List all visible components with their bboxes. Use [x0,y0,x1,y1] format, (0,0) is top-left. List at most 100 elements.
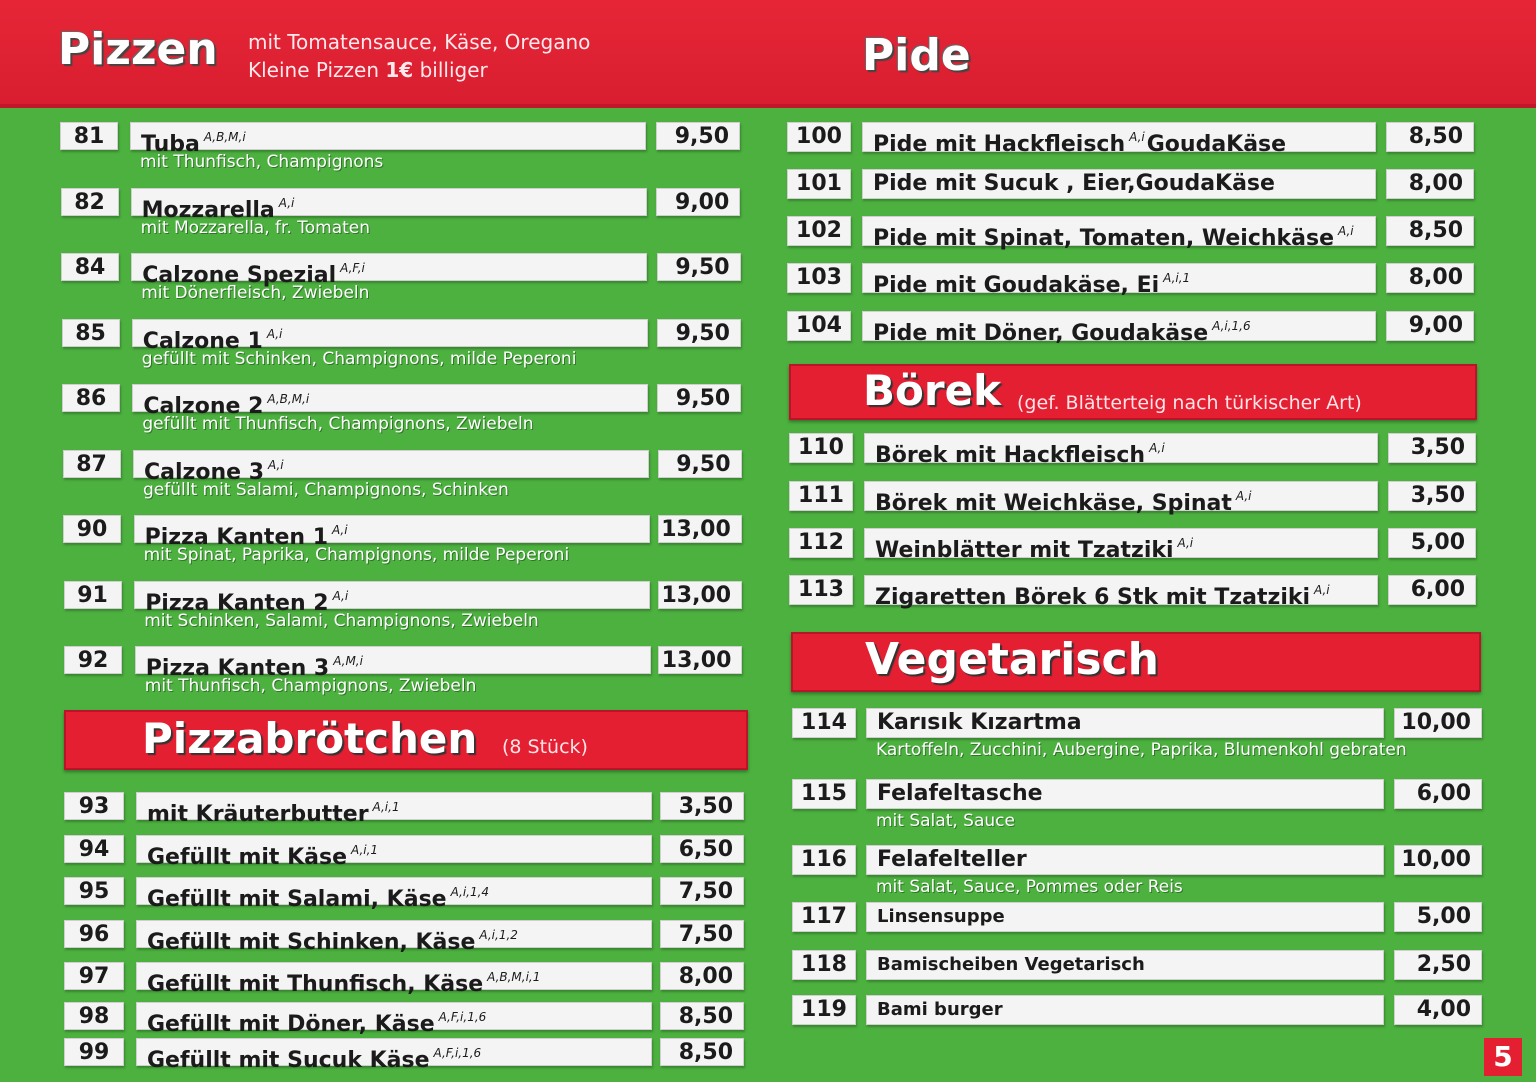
item-name-after: GoudaKäse [1146,132,1287,157]
item-name: Felafelteller [877,847,1027,872]
item-name: mit Kräuterbutter [147,802,369,827]
item-name: Börek mit Hackfleisch [875,443,1146,468]
item-name-box: Weinblätter mit Tzatziki A,i [864,528,1378,563]
item-price: 9,00 [1386,311,1474,341]
item-name-box: Gefüllt mit Döner, Käse A,F,i,1,6 [136,1002,652,1037]
item-name-box: Zigaretten Börek 6 Stk mit Tzatziki A,i [864,575,1378,610]
item-price: 4,00 [1394,995,1482,1025]
item-name-box: Gefüllt mit Thunfisch, Käse A,B,M,i,1 [136,962,652,997]
item-name: Gefüllt mit Käse [147,845,348,870]
item-name-box: Börek mit Hackfleisch A,i [864,433,1378,468]
item-name-box: Bami burger [866,995,1384,1025]
item-name-box: Gefüllt mit Sucuk Käse A,F,i,1,6 [136,1038,652,1073]
item-price: 9,50 [656,122,740,150]
item-name: Calzone 1 [142,329,263,354]
item-name: Pide mit Goudakäse, Ei [873,273,1160,298]
item-price: 9,00 [656,188,741,216]
item-price: 13,00 [658,646,743,674]
item-allergens: A,F,i,1,6 [438,1010,487,1024]
item-name-box: Calzone 3 A,i [133,450,649,485]
pizzabroetchen-title: Pizzabrötchen [142,714,478,763]
item-name-box: mit Kräuterbutter A,i,1 [136,792,652,827]
item-name: Gefüllt mit Sucuk Käse [147,1048,430,1073]
item-name: Bami burger [877,999,1003,1020]
item-price: 9,50 [657,384,742,412]
item-name: Börek mit Weichkäse, Spinat [875,491,1232,516]
item-number: 97 [64,962,124,990]
item-name-box: Felafeltasche [866,779,1384,809]
item-name: Pizza Kanten 1 [144,525,328,550]
item-name: Linsensuppe [877,906,1005,927]
item-name: Tuba [141,132,200,157]
item-number: 113 [789,575,853,605]
item-number: 94 [64,835,124,863]
item-description: gefüllt mit Thunfisch, Champignons, Zwie… [142,414,534,434]
item-number: 81 [60,122,118,150]
item-description: gefüllt mit Salami, Champignons, Schinke… [143,480,509,500]
item-number: 99 [64,1038,124,1066]
item-allergens: A,i [268,458,284,472]
item-name-box: Pide mit Sucuk , Eier,GoudaKäse [862,169,1376,199]
page-number: 5 [1484,1038,1522,1076]
pizzen-note-line1: mit Tomatensauce, Käse, Oregano [248,30,591,54]
item-name-box: Calzone Spezial A,F,i [131,253,648,288]
item-name: Felafeltasche [877,781,1043,806]
item-allergens: A,i [266,327,283,341]
item-number: 101 [787,169,851,199]
item-number: 102 [787,216,851,246]
item-name-box: Gefüllt mit Salami, Käse A,i,1,4 [136,877,652,912]
item-name: Pide mit Spinat, Tomaten, Weichkäse [873,226,1335,251]
item-name-box: Karısık Kızartma [866,708,1384,738]
item-name: Pide mit Hackfleisch [873,132,1126,157]
item-allergens: A,F,i,1,6 [433,1046,482,1060]
item-price: 7,50 [660,877,744,905]
item-price: 2,50 [1394,950,1482,980]
item-price: 3,50 [660,792,744,820]
item-allergens: A,i [332,589,349,603]
item-price: 9,50 [656,319,741,347]
item-name-box: Bamischeiben Vegetarisch [866,950,1384,980]
item-price: 5,00 [1394,902,1482,932]
item-number: 104 [787,311,851,341]
item-number: 114 [792,708,856,738]
item-name: Gefüllt mit Döner, Käse [147,1012,435,1037]
item-price: 6,50 [660,835,744,863]
item-price: 9,50 [656,253,741,281]
item-allergens: A,i [278,196,295,210]
item-name: Pide mit Sucuk , Eier,GoudaKäse [873,171,1275,196]
item-price: 8,50 [660,1038,744,1066]
boerek-title: Börek [863,366,1001,415]
item-number: 100 [787,122,851,152]
item-price: 5,00 [1388,528,1476,558]
boerek-banner: Börek (gef. Blätterteig nach türkischer … [789,364,1477,420]
item-number: 98 [64,1002,124,1030]
item-price: 10,00 [1394,708,1482,738]
item-name-box: Pide mit Hackfleisch A,iGoudaKäse [862,122,1376,157]
item-description: mit Thunfisch, Champignons [140,152,384,172]
item-name-box: Gefüllt mit Schinken, Käse A,i,1,2 [136,920,652,955]
item-allergens: A,i [1314,583,1330,597]
pizzen-title: Pizzen [58,24,218,75]
item-price: 13,00 [657,515,742,543]
item-name-box: Gefüllt mit Käse A,i,1 [136,835,652,870]
item-number: 85 [61,319,120,347]
item-number: 82 [60,188,119,216]
item-number: 91 [63,581,122,609]
item-price: 9,50 [657,450,742,478]
item-allergens: A,M,i [333,654,363,668]
item-price: 3,50 [1388,433,1476,463]
item-number: 117 [792,902,856,932]
item-name: Pide mit Döner, Goudakäse [873,321,1209,346]
item-price: 8,50 [1386,216,1474,246]
item-name-box: Pide mit Döner, Goudakäse A,i,1,6 [862,311,1376,346]
item-name: Calzone Spezial [142,263,337,288]
pizzen-note-line2: Kleine Pizzen 1€ billiger [248,58,488,82]
item-number: 92 [64,646,122,674]
item-name-box: Felafelteller [866,845,1384,875]
item-number: 119 [792,995,856,1025]
item-number: 110 [789,433,853,463]
item-description: mit Spinat, Paprika, Champignons, milde … [143,545,570,565]
item-price: 8,00 [1386,263,1474,293]
item-allergens: A,i,1,6 [1212,319,1251,333]
item-number: 111 [789,481,853,511]
